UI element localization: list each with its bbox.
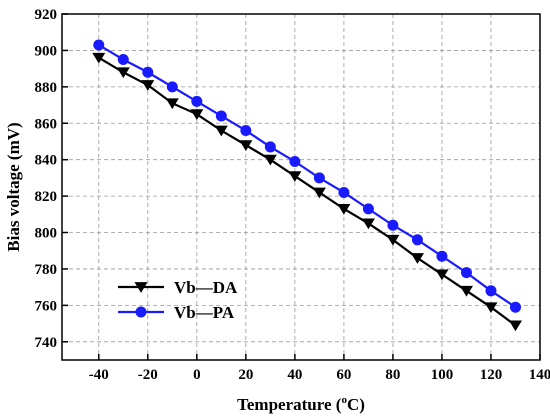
- x-tick-label: 120: [480, 367, 503, 383]
- x-tick-label: 100: [431, 367, 454, 383]
- series-layer: [92, 39, 522, 332]
- y-tick-label: 880: [35, 80, 58, 96]
- legend-item-pa: Vb—PA: [118, 303, 235, 322]
- x-axis-title-main: Temperature (: [237, 395, 342, 414]
- x-tick-label: 0: [193, 367, 201, 383]
- data-point: [240, 125, 252, 137]
- data-point: [313, 172, 325, 184]
- x-axis-title-sup: o: [341, 394, 347, 406]
- x-tick-label: 140: [529, 367, 550, 383]
- data-point: [484, 302, 498, 314]
- grid: [62, 14, 540, 360]
- series-line: [98, 44, 517, 309]
- ticks: [62, 13, 541, 360]
- data-point: [289, 156, 301, 168]
- data-point: [485, 285, 497, 297]
- data-point: [142, 66, 154, 78]
- data-point: [92, 52, 106, 64]
- legend-item-da: Vb—DA: [118, 278, 238, 297]
- x-axis-title: Temperature (oC): [237, 394, 365, 414]
- y-tick-label: 840: [35, 153, 58, 169]
- y-tick-label: 760: [35, 298, 58, 314]
- legend-label: Vb—PA: [174, 303, 235, 322]
- y-tick-label: 780: [35, 262, 58, 278]
- data-point: [264, 141, 276, 153]
- data-point: [436, 250, 448, 262]
- x-tick-label: -40: [89, 367, 109, 383]
- y-tick-label: 740: [35, 335, 58, 351]
- data-point: [459, 285, 473, 297]
- data-point: [166, 81, 178, 93]
- data-point: [362, 203, 374, 215]
- x-tick-label: -20: [138, 367, 158, 383]
- data-point: [190, 109, 204, 121]
- data-point: [435, 269, 449, 281]
- data-point: [288, 171, 302, 182]
- series-da: [92, 52, 522, 332]
- data-point: [141, 80, 155, 91]
- series-pa: [93, 39, 521, 313]
- y-tick-label: 820: [35, 189, 58, 205]
- data-point: [508, 320, 522, 332]
- data-point: [263, 154, 277, 166]
- x-axis-title-unit: C): [347, 395, 365, 414]
- y-tick-label: 920: [35, 7, 58, 23]
- x-tick-label: 40: [287, 367, 302, 383]
- x-tick-label: 60: [336, 367, 351, 383]
- y-axis-title: Bias voltage (mV): [4, 122, 23, 251]
- legend: Vb—DA Vb—PA: [118, 278, 238, 322]
- legend-marker: [135, 306, 147, 318]
- data-point: [387, 219, 399, 231]
- data-point: [93, 39, 105, 51]
- series-line: [98, 56, 517, 327]
- data-point: [214, 125, 228, 137]
- y-tick-label: 800: [35, 226, 58, 242]
- x-tick-label: 80: [385, 367, 400, 383]
- data-point: [411, 234, 423, 246]
- data-point: [116, 67, 130, 79]
- data-point: [361, 218, 375, 230]
- data-point: [239, 140, 253, 151]
- legend-label: Vb—DA: [174, 278, 238, 297]
- data-point: [460, 267, 472, 279]
- data-point: [117, 54, 129, 66]
- legend-marker: [134, 282, 148, 293]
- tick-labels: -40 -20 0 20 40 60 80 100 120 140 740 760 780 800 820 8…: [35, 7, 550, 383]
- data-point: [165, 98, 179, 110]
- y-tick-label: 860: [35, 116, 58, 132]
- data-point: [191, 95, 203, 107]
- x-tick-label: 20: [238, 367, 253, 383]
- data-point: [312, 187, 326, 199]
- data-point: [386, 234, 400, 246]
- plot-frame: [61, 13, 541, 361]
- data-point: [509, 301, 521, 313]
- data-point: [410, 253, 424, 264]
- data-point: [337, 203, 351, 215]
- y-tick-label: 900: [35, 43, 58, 59]
- data-point: [215, 110, 227, 122]
- data-point: [338, 186, 350, 198]
